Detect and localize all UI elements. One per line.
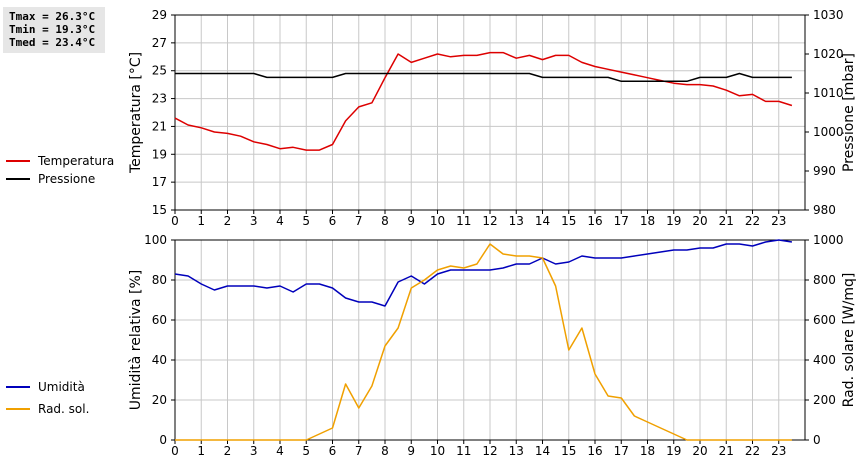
x-tick-label: 7: [355, 214, 363, 228]
y-tick-label: 60: [152, 313, 167, 327]
x-tick-label: 23: [771, 214, 786, 228]
x-tick-label: 23: [771, 444, 786, 458]
temperature-pressure-chart: 0 1 2 3 4 5 6 7 8 9 10 11 12 13 14 15 16 17 18 19 20 21 22 2315…: [128, 8, 857, 228]
y2-axis-label: Rad. solare [W/mq]: [841, 273, 857, 408]
y2-tick-label: 990: [813, 164, 836, 178]
y-tick-label: 21: [152, 119, 167, 133]
x-tick-label: 1: [197, 214, 205, 228]
tmin-text: Tmin = 19.3°C: [9, 23, 96, 36]
radiation-series-line: [175, 243, 792, 441]
y2-tick-label: 0: [813, 433, 821, 447]
y2-tick-label: 200: [813, 393, 836, 407]
y-axis-label: Umidità relativa [%]: [128, 270, 144, 411]
pressure-series-line: [175, 72, 792, 83]
x-tick-label: 9: [407, 444, 415, 458]
tmed-text: Tmed = 23.4°C: [9, 36, 96, 49]
x-tick-label: 11: [456, 444, 471, 458]
y-tick-label: 23: [152, 92, 167, 106]
x-tick-label: 1: [197, 444, 205, 458]
x-tick-label: 0: [171, 214, 179, 228]
stats-box: Tmax = 26.3°C Tmin = 19.3°C Tmed = 23.4°…: [3, 7, 105, 53]
x-tick-label: 10: [430, 444, 445, 458]
y2-axis-label: Pressione [mbar]: [841, 53, 857, 172]
x-tick-label: 16: [587, 444, 602, 458]
x-tick-label: 4: [276, 444, 284, 458]
y-tick-label: 27: [152, 36, 167, 50]
y-tick-label: 80: [152, 273, 167, 287]
x-tick-label: 12: [482, 214, 497, 228]
x-tick-label: 9: [407, 214, 415, 228]
x-tick-label: 12: [482, 444, 497, 458]
x-tick-label: 13: [509, 214, 524, 228]
x-tick-label: 6: [329, 214, 337, 228]
x-tick-label: 22: [745, 444, 760, 458]
humidity-series-line: [174, 239, 793, 307]
y-tick-label: 25: [152, 64, 167, 78]
x-tick-label: 22: [745, 214, 760, 228]
legend-top: Temperatura Pressione: [6, 154, 114, 186]
y2-tick-label: 1020: [813, 47, 844, 61]
x-tick-label: 2: [224, 214, 232, 228]
x-tick-label: 8: [381, 214, 389, 228]
x-tick-label: 2: [224, 444, 232, 458]
y2-tick-label: 800: [813, 273, 836, 287]
y2-tick-label: 1000: [813, 125, 844, 139]
legend-bottom: Umidità Rad. sol.: [6, 380, 89, 416]
humidity-radiation-chart: 0 1 2 3 4 5 6 7 8 9 10 11 12 13 14 15 16 17 18 19 20 21 22 2302…: [128, 233, 857, 458]
y-tick-label: 17: [152, 175, 167, 189]
y2-tick-label: 600: [813, 313, 836, 327]
x-tick-label: 17: [614, 444, 629, 458]
tmax-text: Tmax = 26.3°C: [9, 10, 96, 23]
x-tick-label: 11: [456, 214, 471, 228]
x-tick-label: 3: [250, 214, 258, 228]
y-tick-label: 29: [152, 8, 167, 22]
x-tick-label: 10: [430, 214, 445, 228]
y-tick-label: 20: [152, 393, 167, 407]
x-tick-label: 7: [355, 444, 363, 458]
x-tick-label: 15: [561, 444, 576, 458]
y-tick-label: 40: [152, 353, 167, 367]
x-tick-label: 19: [666, 214, 681, 228]
legend-label: Umidità: [38, 380, 85, 394]
x-tick-label: 18: [640, 444, 655, 458]
x-tick-label: 8: [381, 444, 389, 458]
y-axis-label: Temperatura [°C]: [128, 52, 144, 174]
y-tick-label: 100: [144, 233, 167, 247]
x-tick-label: 5: [302, 444, 310, 458]
x-tick-label: 5: [302, 214, 310, 228]
y-tick-label: 0: [159, 433, 167, 447]
x-tick-label: 20: [692, 214, 707, 228]
legend-label: Rad. sol.: [38, 402, 89, 416]
x-tick-label: 21: [719, 214, 734, 228]
y-tick-label: 19: [152, 147, 167, 161]
y-tick-label: 15: [152, 203, 167, 217]
x-tick-label: 14: [535, 214, 550, 228]
x-tick-label: 4: [276, 214, 284, 228]
legend-label: Temperatura: [37, 154, 114, 168]
x-tick-label: 18: [640, 214, 655, 228]
y2-tick-label: 1030: [813, 8, 844, 22]
x-tick-label: 20: [692, 444, 707, 458]
y2-tick-label: 980: [813, 203, 836, 217]
legend-label: Pressione: [38, 172, 95, 186]
y2-tick-label: 1000: [813, 233, 844, 247]
x-tick-label: 0: [171, 444, 179, 458]
y2-tick-label: 1010: [813, 86, 844, 100]
x-tick-label: 21: [719, 444, 734, 458]
x-tick-label: 15: [561, 214, 576, 228]
x-tick-label: 17: [614, 214, 629, 228]
x-tick-label: 19: [666, 444, 681, 458]
x-tick-label: 3: [250, 444, 258, 458]
x-tick-label: 14: [535, 444, 550, 458]
x-tick-label: 13: [509, 444, 524, 458]
temperature-series-line: [174, 51, 793, 151]
x-tick-label: 16: [587, 214, 602, 228]
x-tick-label: 6: [329, 444, 337, 458]
y2-tick-label: 400: [813, 353, 836, 367]
